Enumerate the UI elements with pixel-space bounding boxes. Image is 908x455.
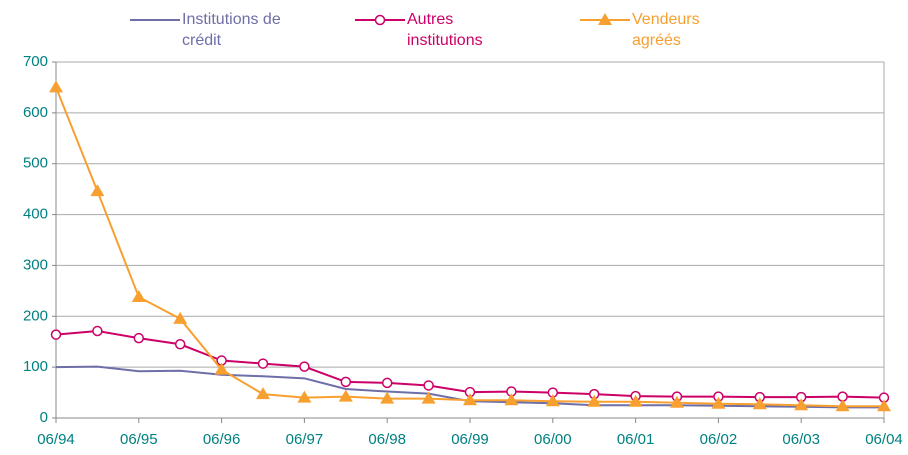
point-marker bbox=[92, 325, 103, 337]
point-marker bbox=[381, 377, 393, 389]
y-tick-label: 0 bbox=[40, 409, 48, 426]
point-marker bbox=[752, 397, 767, 410]
y-tick-label: 700 bbox=[23, 53, 48, 70]
point-marker bbox=[794, 398, 809, 411]
point-marker bbox=[835, 399, 850, 412]
point-marker bbox=[877, 399, 891, 412]
point-marker bbox=[711, 396, 726, 409]
x-tick-label: 06/98 bbox=[368, 431, 406, 448]
point-marker bbox=[49, 80, 63, 93]
point-marker bbox=[545, 394, 560, 407]
x-tick-label: 06/94 bbox=[37, 431, 75, 448]
x-tick-label: 06/01 bbox=[617, 431, 655, 448]
x-tick-label: 06/03 bbox=[782, 431, 820, 448]
y-tick-label: 300 bbox=[23, 256, 48, 273]
point-marker bbox=[257, 358, 269, 369]
y-tick-label: 200 bbox=[23, 307, 48, 324]
legend-label: Autres institutions bbox=[407, 11, 483, 49]
x-tick-label: 06/99 bbox=[451, 431, 489, 448]
point-marker bbox=[338, 389, 353, 402]
x-tick-label: 06/97 bbox=[286, 431, 324, 448]
point-marker bbox=[133, 332, 145, 344]
point-marker bbox=[214, 362, 229, 375]
x-tick-label: 06/95 bbox=[120, 431, 158, 448]
y-tick-label: 600 bbox=[23, 104, 48, 121]
legend-item bbox=[580, 13, 630, 25]
point-marker bbox=[297, 390, 312, 403]
y-tick-label: 100 bbox=[23, 358, 48, 375]
point-marker bbox=[423, 380, 434, 391]
x-tick-label: 06/02 bbox=[700, 431, 738, 448]
legend-marker bbox=[374, 14, 386, 26]
x-tick-label: 06/96 bbox=[203, 431, 241, 448]
point-marker bbox=[50, 329, 62, 340]
point-marker bbox=[421, 391, 436, 404]
y-tick-label: 500 bbox=[23, 155, 48, 172]
x-tick-label: 06/04 bbox=[865, 431, 903, 448]
point-marker bbox=[504, 393, 519, 406]
legend-label: Vendeurs agréés bbox=[632, 11, 700, 49]
x-tick-label: 06/00 bbox=[534, 431, 572, 448]
point-marker bbox=[131, 289, 146, 302]
point-marker bbox=[670, 395, 684, 408]
point-marker bbox=[628, 394, 643, 407]
legend-label: Institutions de crédit bbox=[182, 11, 281, 49]
point-marker bbox=[299, 361, 310, 372]
point-marker bbox=[340, 376, 352, 388]
point-marker bbox=[463, 393, 477, 406]
y-tick-label: 400 bbox=[23, 206, 48, 223]
series-line bbox=[55, 87, 884, 408]
point-marker bbox=[587, 394, 602, 407]
point-marker bbox=[256, 387, 270, 400]
point-marker bbox=[173, 311, 188, 324]
point-marker bbox=[90, 184, 105, 197]
point-marker bbox=[174, 339, 186, 350]
legend-marker bbox=[598, 13, 612, 25]
legend-item bbox=[355, 14, 405, 26]
point-marker bbox=[380, 391, 395, 404]
